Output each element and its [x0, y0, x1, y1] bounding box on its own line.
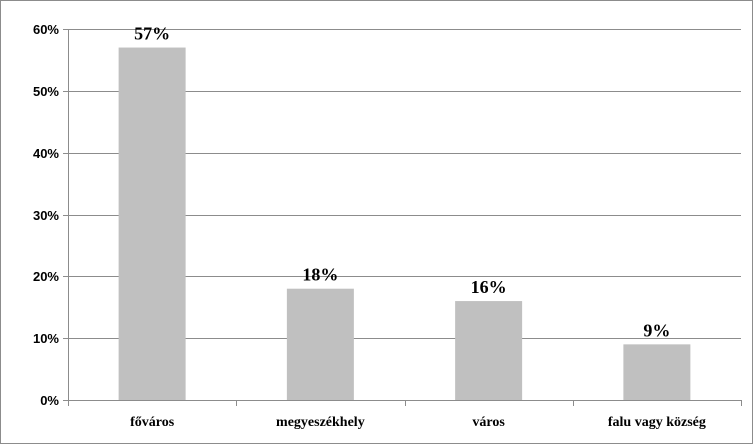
data-label: 18% [302, 265, 338, 285]
bars [118, 47, 691, 401]
labels: 0% 10% 20% 30% 40% 50% 60% 57% főváros 18% megyesz… [33, 22, 706, 430]
x-category-label: falu vagy község [608, 415, 706, 430]
y-tick-label: 10% [33, 331, 59, 346]
y-tick-label: 0% [40, 393, 59, 408]
bar-3 [455, 301, 523, 400]
y-tick-label: 40% [33, 146, 59, 161]
bar-2 [286, 288, 354, 400]
y-tick-label: 60% [33, 22, 59, 37]
x-category-label: megyeszékhely [276, 415, 365, 430]
y-tick-label: 30% [33, 208, 59, 223]
data-label: 16% [471, 277, 507, 297]
data-label: 9% [643, 320, 670, 340]
data-label: 57% [134, 24, 170, 44]
bar-1 [118, 47, 186, 401]
y-tick-label: 20% [33, 269, 59, 284]
axes [63, 29, 742, 406]
y-tick-label: 50% [33, 84, 59, 99]
bar-4 [623, 344, 691, 400]
x-category-label: város [472, 415, 505, 430]
x-category-label: főváros [130, 415, 175, 430]
